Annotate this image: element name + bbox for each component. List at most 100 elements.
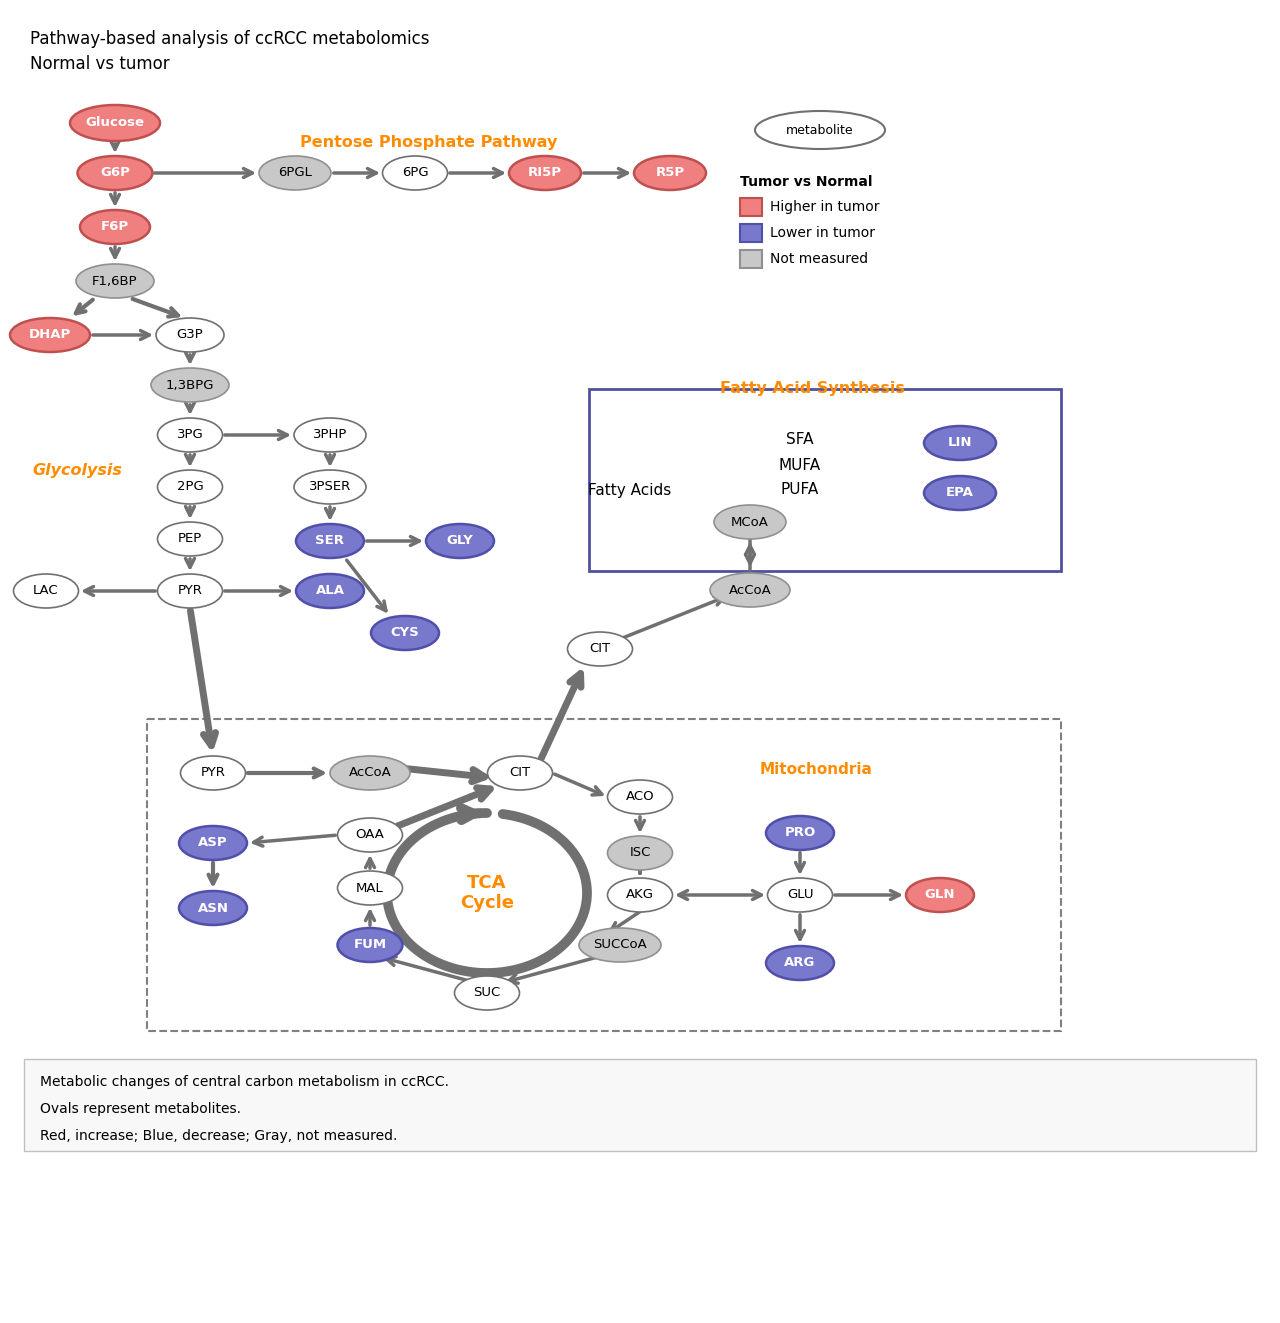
- Text: DHAP: DHAP: [29, 328, 72, 341]
- Ellipse shape: [924, 476, 996, 509]
- Text: Red, increase; Blue, decrease; Gray, not measured.: Red, increase; Blue, decrease; Gray, not…: [40, 1129, 397, 1143]
- Text: CYS: CYS: [390, 627, 420, 639]
- Text: 3PG: 3PG: [177, 429, 204, 442]
- Text: OAA: OAA: [356, 828, 384, 841]
- Ellipse shape: [294, 418, 366, 452]
- Ellipse shape: [765, 946, 835, 980]
- Ellipse shape: [294, 470, 366, 504]
- Bar: [740, 250, 762, 269]
- Text: CIT: CIT: [509, 766, 531, 779]
- Ellipse shape: [579, 927, 660, 962]
- Text: ASP: ASP: [198, 836, 228, 849]
- Ellipse shape: [296, 574, 364, 609]
- Text: 6PGL: 6PGL: [278, 167, 312, 180]
- Ellipse shape: [76, 265, 154, 298]
- Text: Lower in tumor: Lower in tumor: [771, 226, 876, 239]
- Text: R5P: R5P: [655, 167, 685, 180]
- Ellipse shape: [78, 156, 152, 191]
- Ellipse shape: [157, 523, 223, 556]
- Text: Tumor vs Normal: Tumor vs Normal: [740, 175, 873, 189]
- Text: ALA: ALA: [315, 585, 344, 598]
- Text: F6P: F6P: [101, 221, 129, 233]
- Ellipse shape: [70, 105, 160, 142]
- Text: 2PG: 2PG: [177, 480, 204, 493]
- Ellipse shape: [179, 890, 247, 925]
- Ellipse shape: [924, 426, 996, 460]
- Text: TCA
Cycle: TCA Cycle: [460, 873, 515, 913]
- Ellipse shape: [156, 318, 224, 352]
- Text: G6P: G6P: [100, 167, 131, 180]
- Ellipse shape: [906, 878, 974, 912]
- Ellipse shape: [608, 836, 672, 871]
- Text: FUM: FUM: [353, 938, 387, 951]
- Text: Not measured: Not measured: [771, 251, 868, 266]
- Text: PUFA: PUFA: [781, 483, 819, 497]
- Ellipse shape: [157, 418, 223, 452]
- Ellipse shape: [755, 111, 884, 149]
- Ellipse shape: [151, 368, 229, 402]
- Ellipse shape: [768, 878, 832, 912]
- FancyBboxPatch shape: [589, 389, 1061, 572]
- Ellipse shape: [338, 871, 402, 905]
- Text: Fatty Acid Synthesis: Fatty Acid Synthesis: [719, 381, 905, 396]
- Text: 6PG: 6PG: [402, 167, 429, 180]
- Text: MUFA: MUFA: [780, 458, 820, 472]
- Ellipse shape: [338, 927, 402, 962]
- Ellipse shape: [10, 318, 90, 352]
- Text: LAC: LAC: [33, 585, 59, 598]
- Ellipse shape: [338, 818, 402, 852]
- Ellipse shape: [371, 617, 439, 650]
- Text: Glucose: Glucose: [86, 116, 145, 130]
- Text: GLY: GLY: [447, 534, 474, 548]
- Ellipse shape: [608, 878, 672, 912]
- Text: PYR: PYR: [178, 585, 202, 598]
- Text: Metabolic changes of central carbon metabolism in ccRCC.: Metabolic changes of central carbon meta…: [40, 1076, 449, 1089]
- Text: G3P: G3P: [177, 328, 204, 341]
- Ellipse shape: [567, 632, 632, 665]
- Text: Mitochondria: Mitochondria: [760, 762, 873, 778]
- Text: LIN: LIN: [947, 437, 973, 450]
- Ellipse shape: [157, 470, 223, 504]
- Text: SUC: SUC: [474, 987, 500, 999]
- Text: Glycolysis: Glycolysis: [32, 463, 122, 478]
- Text: 1,3BPG: 1,3BPG: [165, 378, 214, 392]
- Ellipse shape: [714, 505, 786, 538]
- Text: GLN: GLN: [924, 889, 955, 901]
- Text: metabolite: metabolite: [786, 123, 854, 136]
- Text: SFA: SFA: [786, 433, 814, 447]
- Text: ASN: ASN: [197, 901, 229, 914]
- FancyBboxPatch shape: [24, 1058, 1256, 1151]
- Text: Pentose Phosphate Pathway: Pentose Phosphate Pathway: [300, 135, 557, 151]
- Text: Fatty Acids: Fatty Acids: [589, 483, 672, 497]
- Ellipse shape: [330, 755, 410, 790]
- Ellipse shape: [79, 210, 150, 243]
- Ellipse shape: [488, 755, 553, 790]
- Text: MCoA: MCoA: [731, 516, 769, 528]
- Ellipse shape: [296, 524, 364, 558]
- Text: PYR: PYR: [201, 766, 225, 779]
- Ellipse shape: [454, 976, 520, 1009]
- Text: RI5P: RI5P: [529, 167, 562, 180]
- Text: Normal vs tumor: Normal vs tumor: [29, 56, 170, 73]
- Text: ACO: ACO: [626, 791, 654, 803]
- Text: GLU: GLU: [787, 889, 813, 901]
- Text: AKG: AKG: [626, 889, 654, 901]
- Ellipse shape: [383, 156, 448, 191]
- Text: PEP: PEP: [178, 532, 202, 545]
- Ellipse shape: [259, 156, 332, 191]
- Text: MAL: MAL: [356, 881, 384, 894]
- Bar: [740, 224, 762, 242]
- FancyBboxPatch shape: [147, 718, 1061, 1031]
- Ellipse shape: [710, 573, 790, 607]
- Text: SER: SER: [315, 534, 344, 548]
- Text: Pathway-based analysis of ccRCC metabolomics: Pathway-based analysis of ccRCC metabolo…: [29, 30, 430, 48]
- Ellipse shape: [608, 781, 672, 814]
- Text: SUCCoA: SUCCoA: [593, 938, 646, 951]
- Text: CIT: CIT: [589, 643, 611, 655]
- Ellipse shape: [765, 816, 835, 849]
- Text: PRO: PRO: [785, 827, 815, 840]
- Ellipse shape: [509, 156, 581, 191]
- Text: ARG: ARG: [785, 957, 815, 970]
- Text: F1,6BP: F1,6BP: [92, 274, 138, 287]
- Text: 3PSER: 3PSER: [308, 480, 351, 493]
